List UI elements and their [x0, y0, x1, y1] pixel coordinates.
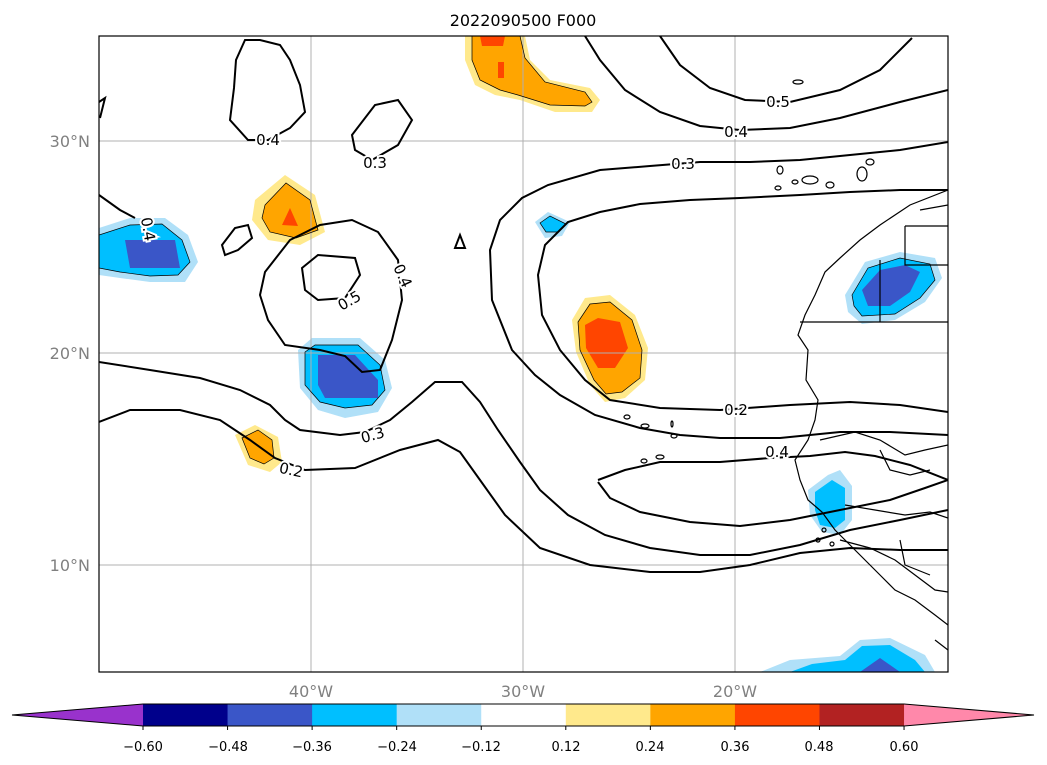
- negative-anomaly-patch: [860, 658, 900, 672]
- colorbar-tick-label: −0.36: [292, 740, 332, 755]
- colorbar-tick-label: 0.36: [721, 740, 750, 755]
- colorbar-tick-label: 0.60: [890, 740, 919, 755]
- map-frame: [98, 35, 949, 673]
- colorbar-tick-label: −0.60: [123, 740, 163, 755]
- colorbar-tick-label: −0.12: [461, 740, 501, 755]
- negative-anomaly-patch: [540, 216, 566, 232]
- contour-label: 0.3: [363, 154, 387, 172]
- lat-label: 10°N: [50, 556, 90, 575]
- colorbar-tick-label: 0.24: [636, 740, 665, 755]
- contour-line: [258, 218, 404, 374]
- contour-label: 0.2: [277, 459, 304, 482]
- colorbar-tick-label: −0.48: [208, 740, 248, 755]
- positive-anomaly-patch: [585, 318, 628, 368]
- contour-label: 0.4: [765, 443, 789, 461]
- map-title: 2022090500 F000: [450, 11, 597, 30]
- colorbar-tick-label: −0.24: [377, 740, 417, 755]
- negative-anomaly-patch: [862, 265, 920, 306]
- colorbar-extend-low: [12, 704, 143, 726]
- negative-anomaly-patch: [125, 240, 180, 268]
- gridlines: [99, 36, 948, 672]
- colorbar-tick-label: 0.48: [805, 740, 834, 755]
- contour-label: 0.5: [335, 287, 365, 315]
- contour-line: [597, 450, 948, 481]
- colorbar: [11, 703, 1035, 730]
- positive-anomaly-patch: [282, 208, 298, 226]
- lat-label: 30°N: [50, 132, 90, 151]
- colorbar-extend-high: [904, 704, 1034, 726]
- contour-line: [536, 189, 948, 413]
- lon-labels: 40°W 30°W 20°W: [289, 682, 757, 701]
- contour-line: [453, 232, 467, 249]
- contour-label: 0.4: [724, 123, 748, 141]
- colorbar-segment: [143, 704, 229, 726]
- contour-label: 0.3: [359, 423, 387, 447]
- colorbar-segment: [396, 704, 482, 726]
- contour-labels: 0.4 0.3 0.4 0.5 0.4 0.3 0.2 0.5 0.4 0.3 …: [135, 91, 792, 483]
- colorbar-tick-label: 0.12: [552, 740, 581, 755]
- lon-label: 20°W: [713, 682, 757, 701]
- contour-line: [99, 194, 136, 219]
- coastlines: [794, 189, 948, 651]
- contour-line: [99, 95, 107, 119]
- negative-anomaly-patch: [815, 480, 845, 528]
- contour-label: 0.4: [256, 131, 280, 149]
- contour-label: 0.5: [766, 93, 790, 111]
- colorbar-segment: [650, 704, 736, 726]
- lat-labels: 30°N 20°N 10°N: [50, 132, 90, 575]
- colorbar-segment: [734, 704, 820, 726]
- anomaly-outlines: [99, 36, 936, 465]
- contour-line: [228, 39, 307, 141]
- negative-anomaly-patch: [318, 355, 378, 398]
- map-plot-area: 0.4 0.3 0.4 0.5 0.4 0.3 0.2 0.5 0.4 0.3 …: [99, 36, 948, 672]
- contour-line: [488, 141, 948, 439]
- lon-label: 40°W: [289, 682, 333, 701]
- contour-label: 0.3: [671, 155, 695, 173]
- colorbar-segment: [565, 704, 651, 726]
- contour-line: [99, 409, 948, 573]
- colorbar-tick-labels: −0.60 −0.48 −0.36 −0.24 −0.12 0.12 0.24 …: [123, 740, 918, 755]
- contour-label: 0.2: [724, 401, 748, 419]
- colorbar-segment: [819, 704, 905, 726]
- positive-anomaly-patch: [480, 36, 505, 46]
- positive-anomaly-patch: [242, 430, 274, 464]
- contour-line: [584, 36, 948, 132]
- contour-label: 0.4: [389, 261, 415, 290]
- contour-line: [300, 253, 362, 302]
- contour-line: [659, 36, 913, 104]
- shaded-anomalies: [99, 36, 942, 672]
- lon-label: 30°W: [501, 682, 545, 701]
- lat-label: 20°N: [50, 344, 90, 363]
- positive-anomaly-patch: [498, 62, 504, 78]
- contour-line: [220, 223, 254, 257]
- contour-line: [597, 479, 948, 528]
- contour-line: [99, 361, 948, 556]
- colorbar-segment: [312, 704, 398, 726]
- contour-lines: [99, 36, 948, 573]
- positive-anomaly-patch: [472, 36, 592, 106]
- colorbar-segment: [227, 704, 313, 726]
- contour-line: [350, 98, 414, 162]
- negative-anomaly-patch: [790, 645, 925, 672]
- colorbar-segment: [481, 704, 567, 726]
